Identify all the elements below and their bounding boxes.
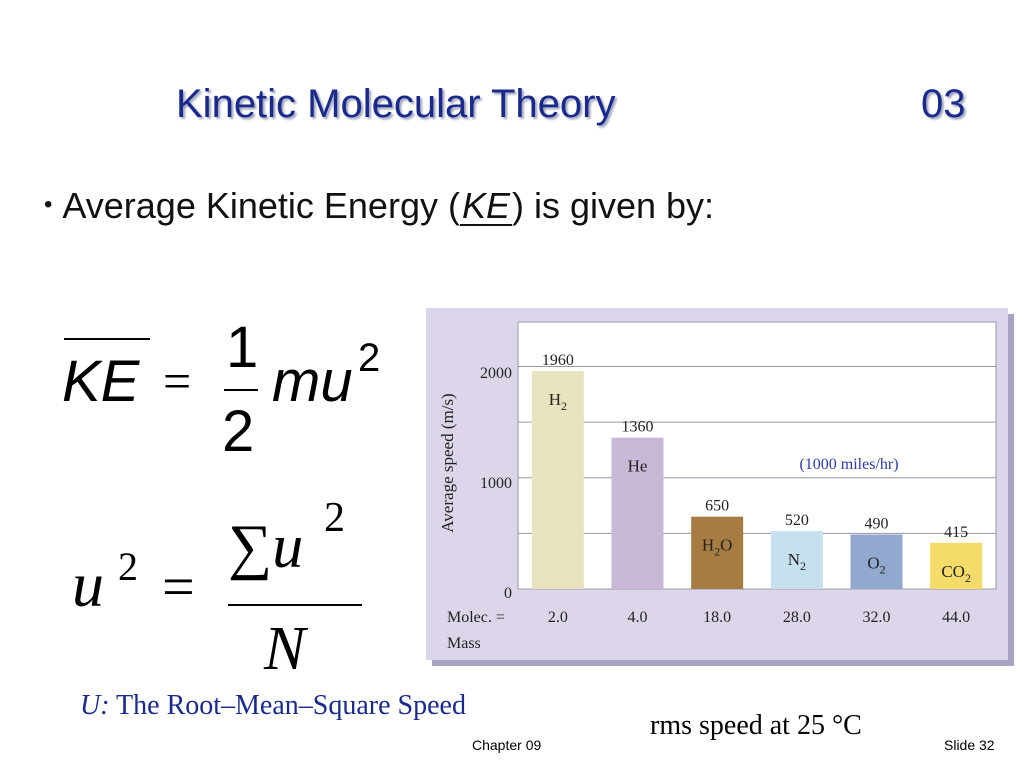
molecular-mass-label: 18.0	[703, 609, 731, 626]
slide-title: Kinetic Molecular Theory	[176, 82, 616, 126]
bar-formula-label: N2	[788, 550, 806, 573]
bar-formula-label: O2	[867, 553, 885, 576]
plot-area	[517, 321, 997, 590]
bar-value-label: 490	[865, 515, 889, 532]
bar-value-label: 650	[705, 498, 729, 515]
chart-caption: rms speed at 25 °C	[650, 710, 862, 741]
bar-value-label: 520	[785, 512, 809, 529]
bars-group	[531, 370, 983, 589]
y-tick-1000: 1000	[480, 475, 512, 492]
bar	[531, 370, 584, 589]
bar-value-label: 1360	[622, 419, 654, 436]
eq2-denominator: N	[264, 615, 306, 683]
eq1-equals: =	[163, 353, 192, 409]
speed-bar-chart: 1960 H2 2.0 1360 He 4.0 650 H2O 18.0 520 N2 28.0 490…	[426, 308, 1014, 666]
bar	[930, 542, 983, 589]
molecular-mass-label: 2.0	[548, 609, 568, 626]
footer-chapter: Chapter 09	[472, 737, 542, 753]
eq2-equals: =	[162, 554, 195, 619]
bar-formula-label: CO2	[941, 562, 971, 585]
fill-in-blank: KE	[459, 185, 512, 226]
ke-overline	[64, 338, 150, 340]
eq1-rhs: mu	[272, 349, 353, 414]
eq1-denominator: 2	[222, 399, 255, 464]
bullet-text-after: ) is given by:	[511, 185, 715, 226]
bar	[770, 531, 823, 589]
bullet-icon: •	[44, 191, 53, 218]
slide-title-bar: Kinetic Molecular Theory 03	[0, 82, 1024, 138]
molecular-mass-label: 4.0	[628, 609, 648, 626]
bar	[850, 534, 903, 589]
labels-group: 1960 H2 2.0 1360 He 4.0 650 H2O 18.0 520 N2 28.0 490…	[542, 352, 971, 626]
eq2-numerator-superscript: 2	[324, 495, 345, 541]
bullet-item: • Average Kinetic Energy (KE) is given by…	[44, 185, 714, 227]
bar	[611, 437, 664, 589]
slide-title-number: 03	[921, 82, 966, 126]
bar-formula-label: He	[628, 457, 648, 476]
chart-annotation: (1000 miles/hr)	[799, 456, 898, 473]
bar	[691, 516, 744, 589]
bullet-text-before: Average Kinetic Energy (	[62, 185, 460, 226]
eq2-fraction-bar	[228, 604, 362, 606]
mass-row-label-line2: Mass	[447, 635, 481, 652]
molecular-mass-label: 32.0	[863, 609, 891, 626]
rms-definition: U: The Root–Mean–Square Speed	[80, 690, 466, 722]
y-tick-0: 0	[504, 585, 512, 602]
footer-slide-number: Slide 32	[944, 737, 995, 753]
eq1-fraction-bar	[224, 389, 258, 391]
eq2-numerator: ∑u	[228, 512, 303, 583]
grid-lines	[518, 366, 996, 534]
y-tick-2000: 2000	[480, 365, 512, 382]
y-axis-label: Average speed (m/s)	[438, 393, 457, 532]
eq1-numerator: 1	[226, 315, 259, 380]
mass-row-label-line1: Molec. =	[447, 609, 505, 626]
sum-symbol: ∑	[228, 513, 273, 581]
eq2-numerator-var: u	[272, 513, 304, 581]
bar-value-label: 415	[944, 524, 968, 541]
eq2-lhs-superscript: 2	[118, 544, 138, 589]
eq1-lhs: KE	[62, 349, 140, 414]
molecular-mass-label: 44.0	[942, 609, 970, 626]
rms-label: The Root–Mean–Square Speed	[109, 690, 466, 721]
bar-formula-label: H2O	[702, 536, 733, 559]
eq1-superscript: 2	[358, 336, 381, 380]
eq2-lhs: u	[72, 549, 104, 620]
chart-panel: 1960 H2 2.0 1360 He 4.0 650 H2O 18.0 520 N2 28.0 490…	[426, 308, 1014, 666]
rms-symbol: U:	[80, 690, 110, 721]
bar-formula-label: H2	[549, 390, 567, 413]
molecular-mass-label: 28.0	[783, 609, 811, 626]
bar-value-label: 1960	[542, 352, 574, 369]
